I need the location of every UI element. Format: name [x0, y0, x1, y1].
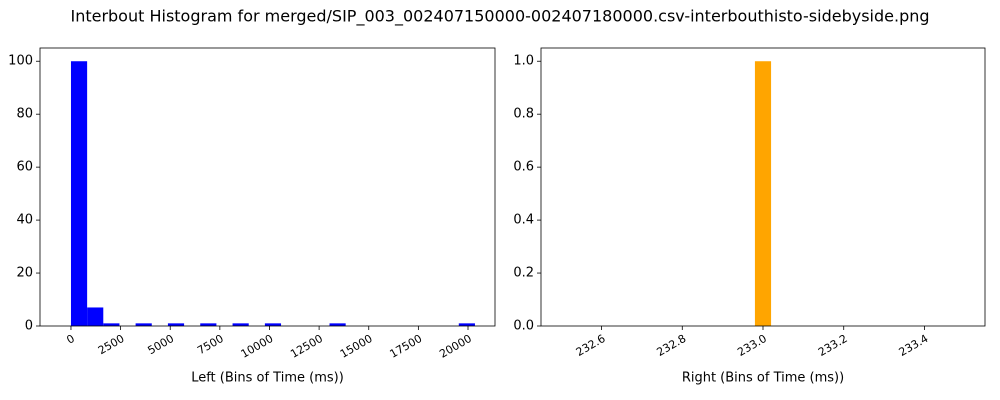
bar	[70, 61, 88, 326]
x-tick-label: 20000	[437, 332, 474, 361]
y-tick-label: 0.4	[513, 213, 534, 228]
bar	[232, 323, 249, 326]
axes-frame	[39, 47, 496, 327]
bar	[135, 323, 152, 326]
x-tick-label: 10000	[239, 332, 276, 361]
x-tick-label: 0	[64, 332, 77, 347]
y-tick-label: 100	[8, 54, 33, 69]
x-axis-label: Right (Bins of Time (ms))	[682, 371, 844, 386]
x-axis-label: Left (Bins of Time (ms))	[191, 371, 344, 386]
y-tick-label: 0	[25, 319, 33, 334]
y-tick-label: 20	[16, 266, 33, 281]
x-tick-label: 17500	[388, 332, 425, 361]
y-tick-label: 1.0	[513, 54, 534, 69]
x-tick-label: 7500	[195, 332, 226, 357]
bar	[103, 323, 120, 326]
y-tick-label: 0.2	[513, 266, 534, 281]
y-tick-label: 0.8	[513, 107, 534, 122]
x-tick-label: 232.8	[654, 332, 688, 359]
x-tick-label: 232.6	[574, 332, 608, 359]
figure-title: Interbout Histogram for merged/SIP_003_0…	[70, 7, 929, 27]
x-tick-label: 15000	[338, 332, 375, 361]
x-tick-label: 233.0	[735, 332, 769, 359]
bar	[754, 61, 772, 326]
bar	[329, 323, 346, 326]
bar	[87, 307, 104, 326]
y-tick-label: 60	[16, 160, 33, 175]
bar	[458, 323, 475, 326]
x-tick-label: 5000	[145, 332, 176, 357]
y-tick-label: 0.6	[513, 160, 534, 175]
bar	[200, 323, 217, 326]
x-tick-label: 2500	[96, 332, 127, 357]
x-tick-label: 12500	[288, 332, 325, 361]
bar	[167, 323, 185, 326]
bar	[264, 323, 282, 326]
y-tick-label: 80	[16, 107, 33, 122]
y-tick-label: 40	[16, 213, 33, 228]
x-tick-label: 233.2	[816, 332, 850, 359]
x-tick-label: 233.4	[897, 332, 931, 359]
y-tick-label: 0.0	[513, 319, 534, 334]
